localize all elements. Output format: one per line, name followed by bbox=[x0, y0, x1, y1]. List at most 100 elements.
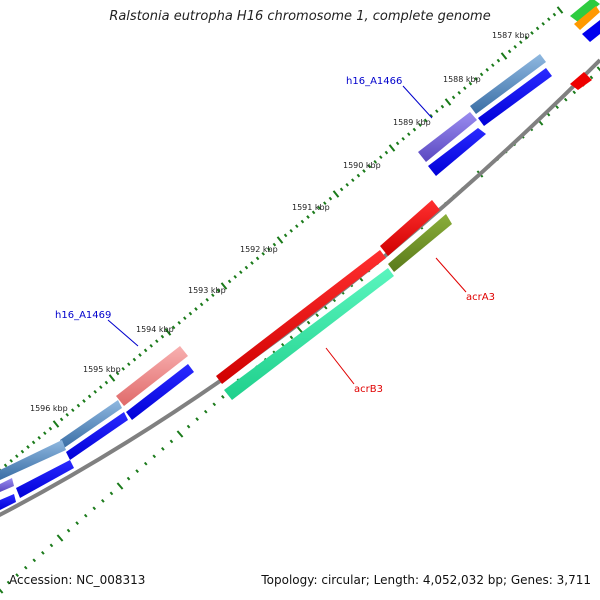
tick-mark bbox=[56, 534, 64, 542]
tick-mark bbox=[149, 343, 153, 348]
tick-mark bbox=[183, 316, 187, 321]
tick-mark bbox=[109, 491, 114, 496]
tick-label: 1589 kbp bbox=[393, 118, 431, 127]
tick-mark bbox=[541, 21, 545, 26]
tick-mark bbox=[37, 435, 41, 440]
tick-mark bbox=[295, 224, 299, 229]
tick-mark bbox=[49, 543, 54, 548]
tick-mark bbox=[43, 431, 47, 436]
tick-mark bbox=[233, 274, 237, 279]
tick-mark bbox=[244, 265, 249, 270]
tick-mark bbox=[513, 44, 517, 49]
gene-label-acrb3[interactable]: acrB3 bbox=[354, 384, 383, 395]
cds-purple-2 bbox=[0, 478, 14, 492]
tick-mark bbox=[255, 256, 260, 261]
tick-mark bbox=[272, 242, 277, 247]
tick-mark bbox=[3, 463, 8, 468]
gene-cluster-upper bbox=[418, 54, 552, 176]
tick-mark bbox=[66, 528, 71, 533]
tick-mark bbox=[267, 247, 271, 252]
tick-mark bbox=[176, 430, 184, 438]
tick-mark bbox=[220, 282, 228, 290]
tick-mark bbox=[289, 335, 294, 340]
tick-mark bbox=[367, 164, 372, 169]
gene-label-acra3[interactable]: acrA3 bbox=[466, 292, 495, 303]
tick-mark bbox=[429, 113, 433, 118]
tick-mark bbox=[451, 95, 456, 100]
tick-mark bbox=[379, 155, 383, 160]
tick-mark bbox=[115, 371, 120, 376]
tick-mark bbox=[362, 169, 366, 173]
tick-mark bbox=[212, 402, 217, 407]
gene-label-h16-a1469[interactable]: h16_A1469 bbox=[55, 310, 111, 321]
cds-pink-1 bbox=[116, 346, 188, 406]
tick-mark bbox=[126, 476, 131, 481]
tick-mark bbox=[418, 123, 422, 127]
tick-mark bbox=[530, 31, 534, 35]
tick-mark bbox=[276, 236, 284, 244]
tick-mark bbox=[127, 362, 131, 367]
tick-mark bbox=[250, 261, 254, 265]
tick-mark bbox=[281, 342, 285, 347]
tick-mark bbox=[345, 182, 349, 187]
tick-mark bbox=[221, 394, 225, 399]
tick-mark bbox=[6, 580, 11, 585]
tick-mark bbox=[138, 353, 142, 357]
cds-blue-2 bbox=[428, 128, 486, 176]
tick-labels: 1587 kbp 1588 kbp 1589 kbp 1590 kbp 1591… bbox=[30, 31, 530, 413]
tick-mark bbox=[283, 233, 288, 238]
tick-mark bbox=[300, 219, 305, 224]
tick-mark bbox=[121, 366, 125, 371]
map-title: Ralstonia eutropha H16 chromosome 1, com… bbox=[109, 9, 491, 24]
tick-mark bbox=[203, 409, 208, 414]
tick-mark bbox=[485, 67, 489, 72]
tick-mark bbox=[71, 408, 75, 413]
tick-mark bbox=[535, 26, 540, 31]
tick-mark bbox=[317, 205, 321, 210]
tick-mark bbox=[306, 215, 310, 219]
cds-blue-4 bbox=[66, 412, 128, 460]
tick-mark bbox=[435, 109, 439, 114]
tick-mark bbox=[463, 86, 467, 91]
gene-cluster-acr bbox=[216, 200, 452, 400]
tick-mark bbox=[171, 325, 176, 330]
cds-blue-6 bbox=[0, 494, 16, 510]
tick-mark bbox=[82, 399, 86, 403]
cds-steelblue-2 bbox=[60, 400, 122, 448]
tick-label: 1596 kbp bbox=[30, 404, 68, 413]
tick-label: 1591 kbp bbox=[292, 203, 330, 212]
tick-mark bbox=[59, 417, 64, 422]
tick-mark bbox=[108, 374, 116, 382]
tick-mark bbox=[216, 288, 221, 293]
tick-label: 1593 kbp bbox=[188, 286, 226, 295]
tick-mark bbox=[315, 313, 319, 318]
gene-labels: h16_A1466 h16_A1469 acrA3 acrB3 bbox=[55, 76, 495, 395]
tick-mark bbox=[547, 17, 551, 22]
cds-purple-1 bbox=[418, 112, 477, 162]
tick-mark bbox=[9, 458, 13, 463]
tick-mark bbox=[160, 334, 165, 339]
tick-mark bbox=[388, 144, 396, 152]
genome-summary-text: Topology: circular; Length: 4,052,032 bp… bbox=[261, 573, 591, 587]
outer-tick-marks bbox=[0, 6, 564, 474]
tick-mark bbox=[323, 305, 328, 310]
tick-mark bbox=[161, 446, 165, 451]
tick-mark bbox=[101, 498, 105, 503]
tick-mark bbox=[356, 173, 361, 178]
tick-mark bbox=[99, 385, 103, 390]
tick-mark bbox=[440, 104, 445, 109]
tick-mark bbox=[323, 201, 327, 206]
tick-label: 1588 kbp bbox=[443, 75, 481, 84]
tick-mark bbox=[306, 320, 311, 325]
tick-mark bbox=[155, 339, 159, 344]
gene-cluster-lower bbox=[0, 346, 194, 510]
gene-label-h16-a1466[interactable]: h16_A1466 bbox=[346, 76, 402, 87]
cds-steelblue-1 bbox=[470, 54, 546, 114]
tick-mark bbox=[177, 320, 181, 325]
cds-blue-3 bbox=[126, 364, 194, 420]
cds-blue-5 bbox=[16, 460, 74, 498]
tick-mark bbox=[468, 81, 473, 86]
tick-mark bbox=[152, 454, 157, 459]
tick-mark bbox=[169, 439, 174, 444]
